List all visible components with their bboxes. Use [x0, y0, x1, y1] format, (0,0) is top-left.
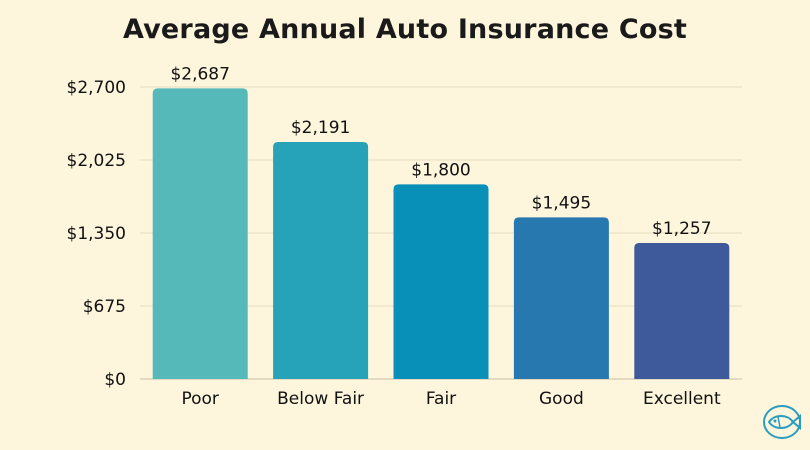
data-label: $2,191	[291, 118, 350, 138]
category-labels: Poor Below Fair Fair Good Excellent	[181, 389, 720, 409]
chart-title: Average Annual Auto Insurance Cost	[122, 14, 687, 45]
bar	[634, 243, 730, 379]
y-tick-label: $2,700	[67, 78, 126, 98]
y-axis-ticks: $0 $675 $1,350 $2,025 $2,700	[67, 78, 126, 390]
category-label: Fair	[426, 389, 456, 409]
category-label: Poor	[181, 389, 218, 409]
category-label: Below Fair	[277, 389, 364, 409]
data-label: $1,800	[411, 160, 470, 180]
y-tick-label: $675	[83, 297, 126, 317]
data-label: $1,495	[532, 193, 591, 213]
data-labels: $2,687 $2,191 $1,800 $1,495 $1,257	[170, 64, 711, 239]
y-tick-label: $0	[104, 370, 126, 390]
bar	[273, 142, 369, 379]
bar	[152, 88, 248, 379]
y-tick-label: $1,350	[67, 224, 126, 244]
data-label: $2,687	[170, 64, 229, 84]
data-label: $1,257	[652, 219, 711, 239]
bar	[393, 184, 489, 379]
bar	[513, 217, 609, 379]
y-tick-label: $2,025	[67, 151, 126, 171]
category-label: Good	[539, 389, 584, 409]
fish-logo-icon	[763, 405, 801, 439]
category-label: Excellent	[643, 389, 721, 409]
bars	[152, 88, 730, 379]
